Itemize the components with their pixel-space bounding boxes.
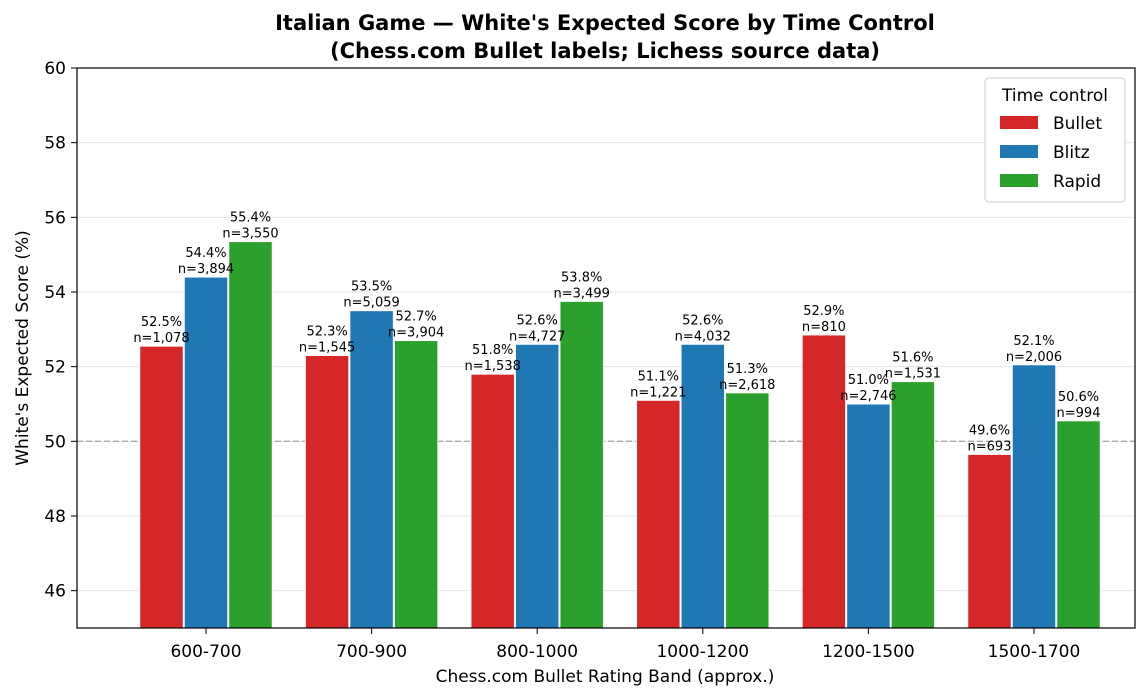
bar-bullet-700-900 [304,354,350,629]
data-label-pct: 51.1% [638,369,679,384]
legend: Time control Bullet Blitz Rapid [984,77,1126,203]
data-label-n: n=1,545 [299,340,355,355]
bar-blitz-1200-1500 [846,403,891,629]
bars [139,241,1101,629]
data-label-n: n=3,894 [178,262,234,277]
bar-bullet-1200-1500 [801,334,847,629]
x-tick-label: 1000-1200 [656,642,749,662]
data-label-n: n=2,618 [719,378,775,393]
plot-frame [76,67,1136,629]
y-axis-ticks: 46 48 50 52 54 56 58 60 [44,59,77,602]
data-label-n: n=3,904 [388,326,444,341]
y-tick-label: 48 [44,507,66,527]
bar-rapid-700-900 [393,340,439,629]
data-label-n: n=4,032 [675,329,731,344]
bar-blitz-800-1000 [514,343,560,629]
bar-blitz-700-900 [349,310,394,629]
bar-blitz-1500-1700 [1011,364,1057,629]
bar-blitz-1000-1200 [680,343,726,629]
y-tick-label: 54 [44,283,66,303]
data-label-pct: 52.7% [395,310,436,325]
bar-bullet-1500-1700 [967,453,1012,629]
data-label-pct: 51.8% [472,343,513,358]
data-label-n: n=1,221 [630,385,686,400]
chart-subtitle: (Chess.com Bullet labels; Lichess source… [330,39,880,63]
data-label-pct: 51.0% [848,373,889,388]
data-label-pct: 50.6% [1058,390,1099,405]
bar-rapid-800-1000 [559,300,604,629]
y-tick-label: 60 [44,59,66,79]
x-tick-label: 600-700 [170,642,241,662]
data-label-pct: 53.8% [561,270,602,285]
bar-rapid-1000-1200 [725,392,770,629]
data-label-n: n=2,006 [1006,350,1062,365]
data-labels: 52.5%n=1,078 54.4%n=3,894 55.4%n=3,550 52.3… [133,211,1100,455]
y-tick-label: 56 [44,208,66,228]
legend-swatch-rapid [1000,174,1038,187]
bar-rapid-600-700 [228,241,273,629]
y-tick-label: 58 [44,134,66,154]
x-axis-label: Chess.com Bullet Rating Band (approx.) [436,667,775,687]
bar-rapid-1500-1700 [1056,420,1101,629]
y-tick-label: 46 [44,582,66,602]
data-label-n: n=994 [1057,406,1101,421]
x-axis-ticks: 600-700 700-900 800-1000 1000-1200 1200-1500… [170,628,1080,662]
legend-label-blitz: Blitz [1053,143,1090,163]
data-label-n: n=810 [802,320,846,335]
x-tick-label: 1500-1700 [988,642,1081,662]
bar-rapid-1200-1500 [890,381,936,629]
y-tick-label: 50 [44,432,66,452]
data-label-pct: 52.5% [141,315,182,330]
x-tick-label: 800-1000 [496,642,578,662]
data-label-pct: 52.1% [1013,334,1054,349]
data-label-n: n=693 [968,439,1012,454]
data-label-n: n=1,078 [133,331,189,346]
x-tick-label: 700-900 [336,642,407,662]
data-label-pct: 52.3% [306,324,347,339]
y-axis-label: White's Expected Score (%) [13,230,33,466]
chart-title: Italian Game — White's Expected Score by… [275,11,935,35]
x-tick-label: 1200-1500 [822,642,915,662]
bar-blitz-600-700 [183,276,229,629]
legend-swatch-blitz [1000,145,1038,158]
bar-bullet-800-1000 [470,373,515,629]
data-label-pct: 52.9% [803,304,844,319]
data-label-n: n=1,538 [465,359,521,374]
bar-bullet-1000-1200 [636,399,681,629]
legend-label-bullet: Bullet [1053,114,1102,134]
data-label-pct: 52.6% [682,313,723,328]
legend-swatch-bullet [1000,116,1038,129]
data-label-pct: 52.6% [517,313,558,328]
bar-bullet-600-700 [139,345,184,629]
data-label-n: n=3,550 [222,227,278,242]
legend-box [984,77,1126,203]
data-label-n: n=3,499 [554,286,610,301]
legend-title: Time control [1001,86,1108,106]
y-tick-label: 52 [44,358,66,378]
data-label-pct: 51.3% [727,362,768,377]
data-label-pct: 49.6% [969,423,1010,438]
data-label-pct: 53.5% [351,280,392,295]
data-label-n: n=2,746 [840,389,896,404]
data-label-n: n=5,059 [343,296,399,311]
data-label-n: n=1,531 [885,367,941,382]
data-label-pct: 55.4% [230,211,271,226]
legend-label-rapid: Rapid [1053,172,1101,192]
data-label-pct: 54.4% [185,246,226,261]
data-label-pct: 51.6% [892,351,933,366]
data-label-n: n=4,727 [509,329,565,344]
